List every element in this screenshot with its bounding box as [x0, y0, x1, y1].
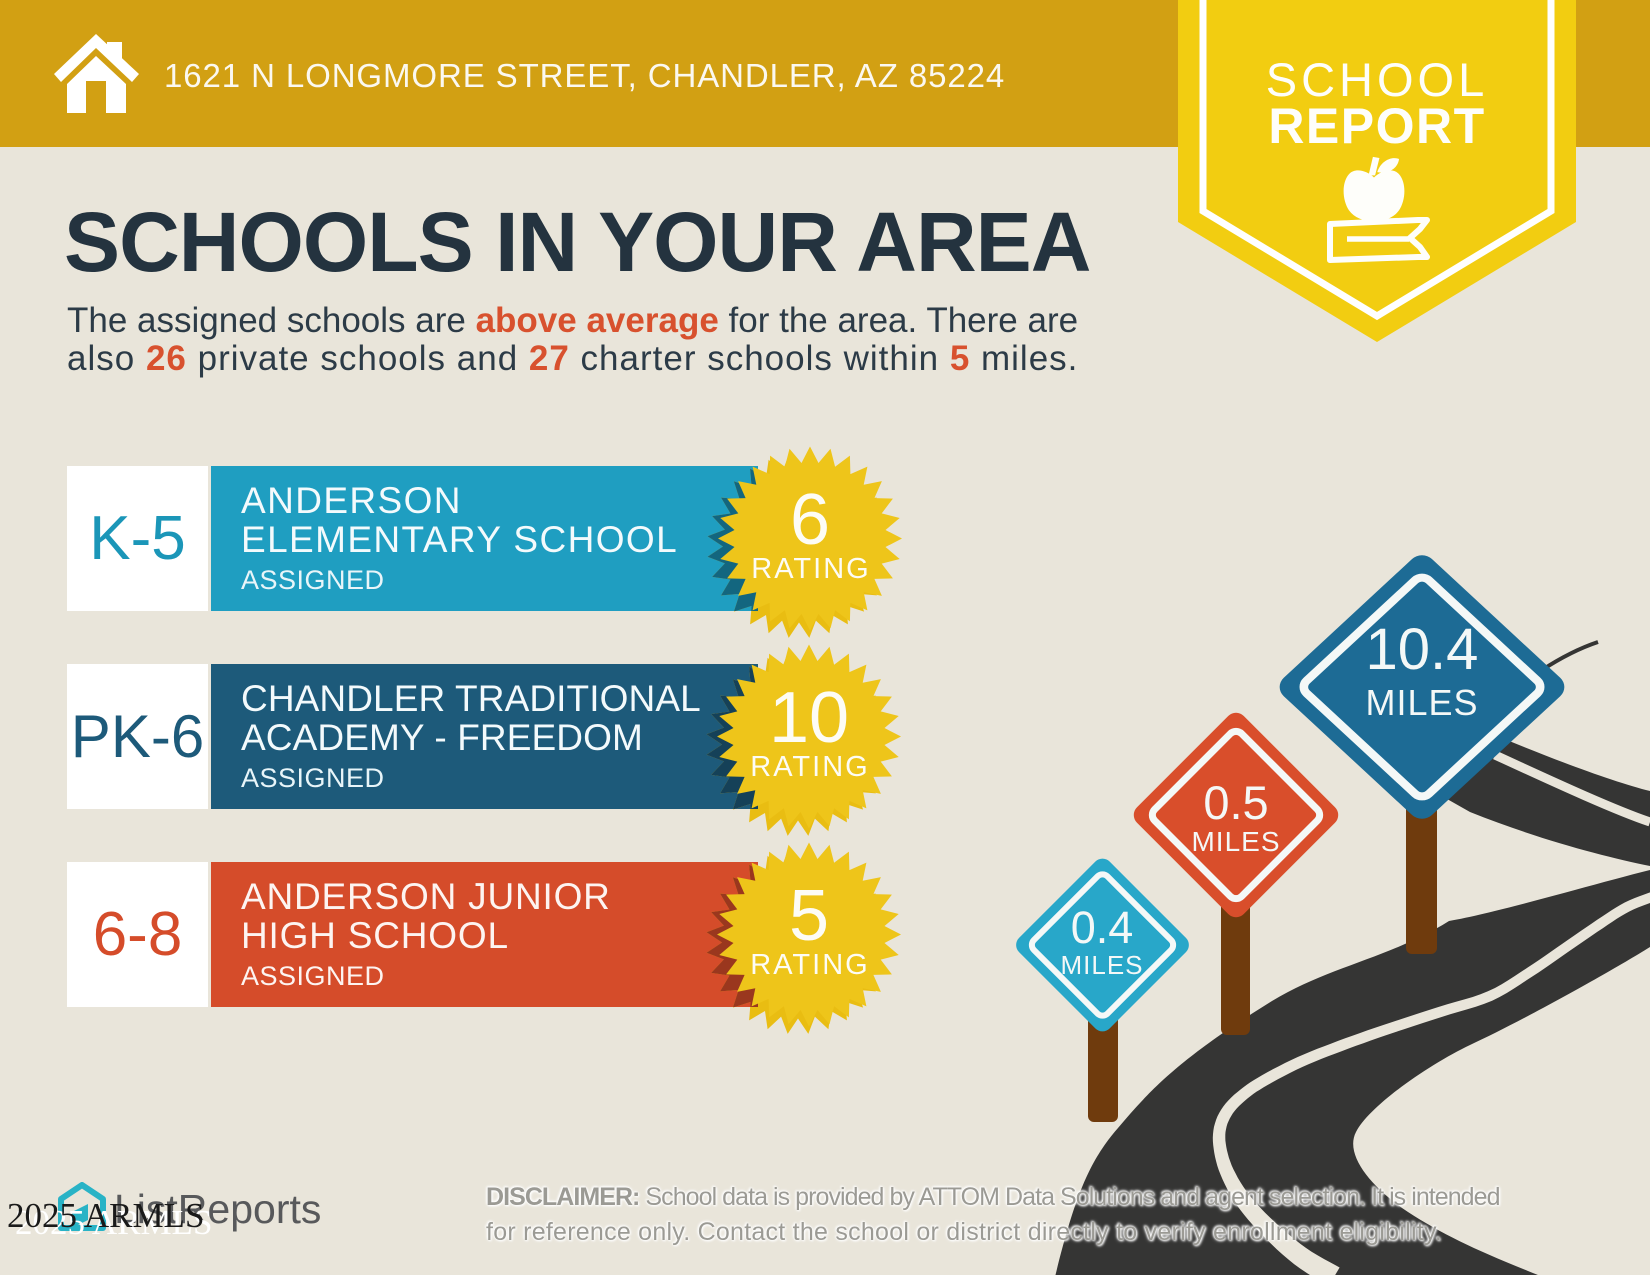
svg-text:0.4: 0.4	[1071, 902, 1134, 953]
svg-text:ListReports: ListReports	[114, 1186, 321, 1232]
svg-text:10.4: 10.4	[1366, 617, 1479, 682]
svg-text:MILES: MILES	[1191, 826, 1280, 857]
svg-text:RATING: RATING	[750, 751, 869, 783]
svg-text:MILES: MILES	[1365, 682, 1478, 723]
svg-text:10: 10	[769, 678, 849, 758]
svg-text:6: 6	[790, 480, 830, 560]
svg-text:RATING: RATING	[751, 553, 870, 585]
svg-text:RATING: RATING	[750, 949, 869, 981]
svg-text:MILES: MILES	[1060, 950, 1143, 980]
svg-text:REPORT: REPORT	[1268, 98, 1485, 154]
svg-text:5: 5	[789, 876, 829, 956]
svg-text:SCHOOL: SCHOOL	[1266, 53, 1489, 106]
svg-text:0.5: 0.5	[1203, 776, 1268, 829]
